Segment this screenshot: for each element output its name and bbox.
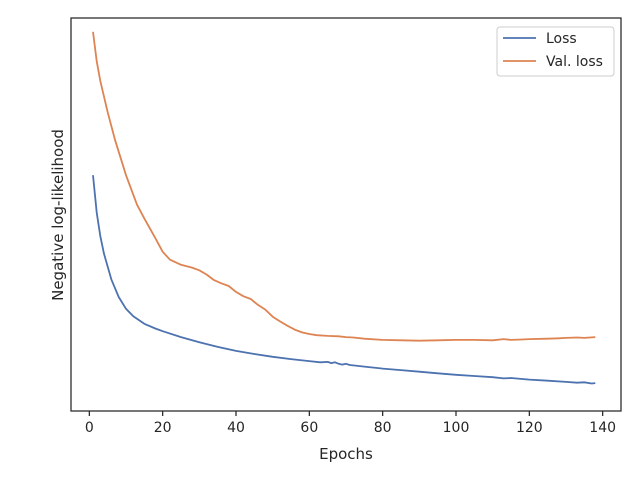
x-tick-label: 140	[589, 420, 616, 436]
x-tick-label: 20	[154, 420, 172, 436]
x-tick-label: 100	[443, 420, 470, 436]
legend-box	[496, 26, 615, 77]
x-tick-label: 80	[374, 420, 392, 436]
legend-label-val-loss: Val. loss	[546, 54, 603, 70]
series-line-loss	[92, 175, 596, 385]
x-tick-label: 120	[516, 420, 543, 436]
legend: Loss Val. loss	[496, 26, 615, 77]
x-tick-label: 60	[300, 420, 318, 436]
series-layer	[92, 31, 596, 385]
x-axis-label: Epochs	[319, 445, 373, 463]
legend-label-loss: Loss	[546, 31, 577, 47]
x-axis-ticks: 0 20 40 60 80 100 120 140	[85, 411, 616, 436]
x-tick-label: 40	[227, 420, 245, 436]
x-tick-label: 0	[85, 420, 94, 436]
plot-frame	[70, 17, 622, 412]
y-axis-label: Negative log-likelihood	[49, 129, 67, 301]
series-line-val-loss	[92, 31, 596, 342]
